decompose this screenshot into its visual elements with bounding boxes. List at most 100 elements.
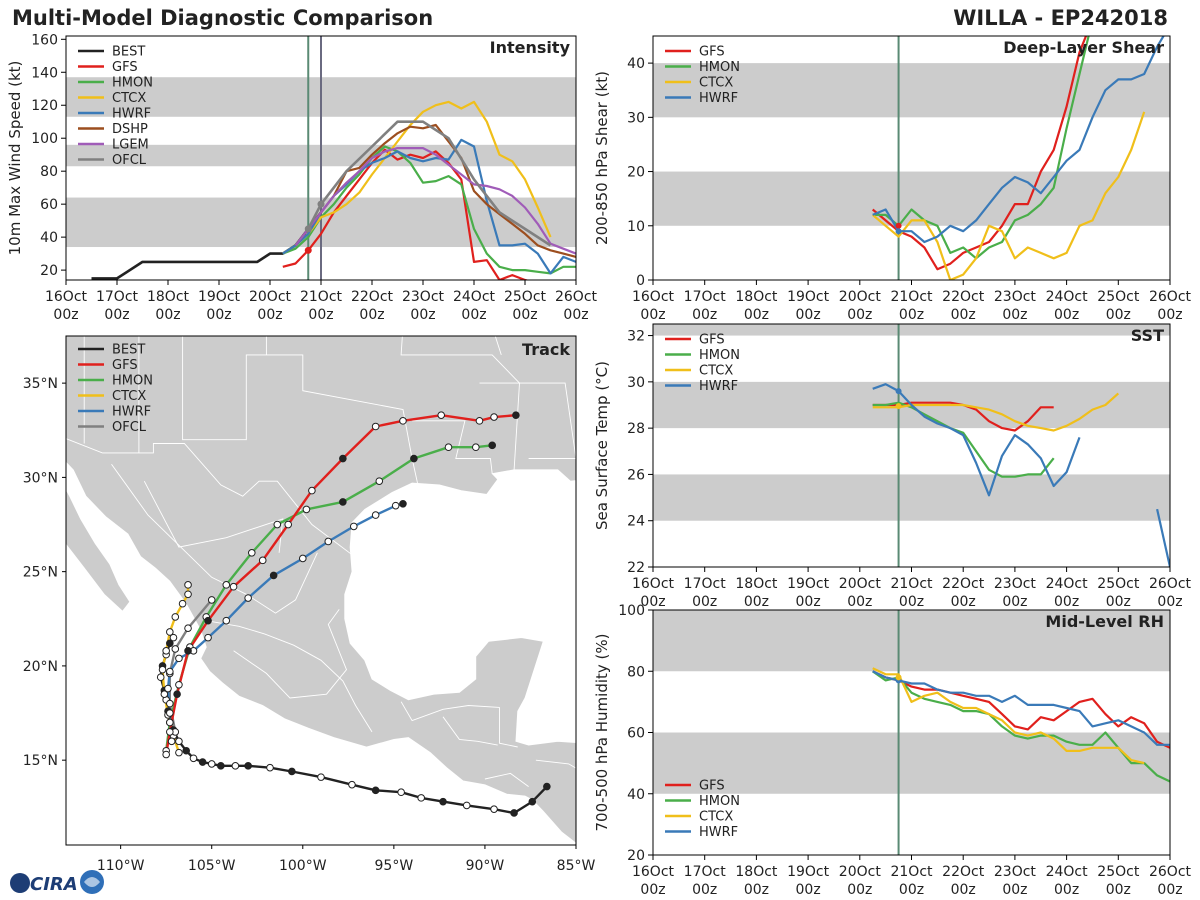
track-point-gfs (490, 413, 498, 421)
sst-xtick-hour: 00z (692, 594, 717, 610)
shear-xtick-hour: 00z (951, 307, 976, 323)
track-point-ofcl (184, 624, 192, 633)
track-point-best (371, 786, 380, 795)
intensity-ytick-label: 100 (31, 131, 58, 147)
track-point-best (169, 633, 178, 642)
intensity-series-dshp (294, 123, 576, 258)
track-point-best (198, 758, 207, 766)
shear-ytick-label: 0 (636, 273, 645, 289)
shear-xtick-hour: 00z (1054, 307, 1079, 323)
rh-xtick-hour: 00z (1106, 882, 1131, 898)
track-border (442, 716, 498, 746)
track-border (182, 336, 418, 484)
sst-xtick-day: 18Oct (735, 576, 778, 592)
track-panel: 15°N 20°N 25°N 30°N 35°N 110°W 105°W 100°W 95°W 9… (23, 335, 595, 874)
intensity-series-ctcx (282, 100, 552, 255)
track-legend-label: CTCX (112, 389, 146, 404)
sst-panel: 22 24 26 28 30 32 16Oct 00z 17Oct 00z 18Oct 00z 19Oc… (593, 323, 1192, 610)
intensity-ytick-label: 120 (31, 98, 58, 114)
intensity-gfs-point (304, 246, 312, 254)
rh-ytick-label: 40 (627, 787, 645, 803)
track-point-hwrf (164, 684, 172, 693)
shear-xtick-day: 24Oct (1046, 289, 1089, 305)
rh-series-ctcx (872, 667, 1145, 765)
sst-xtick-day: 19Oct (787, 576, 830, 592)
track-point-best (217, 762, 225, 770)
shear-xtick-day: 21Oct (890, 289, 933, 305)
track-point-best (288, 767, 296, 776)
intensity-xtick-hour: 00z (257, 307, 282, 323)
sst-xtick-hour: 00z (640, 594, 665, 610)
rh-xtick-day: 18Oct (735, 864, 778, 880)
track-border (143, 480, 284, 553)
logo-text: CIRA (30, 874, 78, 895)
track-title: Track (522, 340, 570, 359)
shear-ytick-label: 20 (627, 165, 645, 181)
intensity-xtick-day: 24Oct (453, 289, 496, 305)
shear-series-hwrf (872, 36, 1165, 244)
intensity-plot-area (66, 36, 576, 280)
shear-xtick-hour: 00z (899, 307, 924, 323)
track-frame (65, 335, 577, 846)
shear-xtick-day: 19Oct (787, 289, 830, 305)
track-point-best (175, 737, 183, 746)
track-point-hwrf (391, 501, 400, 510)
logo-swirl-mark (84, 877, 100, 887)
track-border (412, 420, 493, 474)
intensity-series-hmon (282, 145, 576, 275)
track-point-best (266, 763, 274, 772)
track-border (484, 772, 529, 787)
intensity-xtick-day: 26Oct (555, 289, 598, 305)
track-point-hwrf (399, 499, 407, 508)
sst-ytick-label: 32 (627, 329, 645, 345)
track-border (233, 609, 348, 699)
track-point-best (182, 746, 191, 755)
intensity-ofcl-point (304, 225, 312, 233)
track-point-hwrf (175, 654, 183, 663)
track-point-gfs (166, 728, 174, 736)
sst-legend-label: HMON (699, 348, 740, 363)
track-point-hwrf (269, 571, 278, 580)
intensity-xtick-day: 16Oct (45, 289, 88, 305)
intensity-xtick-day: 21Oct (300, 289, 343, 305)
track-point-hwrf (166, 667, 174, 676)
track-border (206, 620, 373, 733)
shear-xtick-day: 17Oct (684, 289, 727, 305)
intensity-ytick-label: 60 (40, 197, 58, 213)
rh-xtick-hour: 00z (899, 882, 924, 898)
sst-title: SST (1131, 326, 1164, 345)
intensity-xtick-day: 22Oct (351, 289, 394, 305)
intensity-series-lgem (294, 147, 576, 255)
track-point-hwrf (298, 554, 307, 563)
rh-ytick-label: 60 (627, 726, 645, 742)
rh-xtick-hour: 00z (692, 882, 717, 898)
rh-xtick-hour: 00z (951, 882, 976, 898)
track-point-gfs (173, 690, 181, 698)
track-xtick-label: 100°W (279, 858, 327, 874)
sst-xtick-hour: 00z (1157, 594, 1182, 610)
track-xtick-label: 110°W (97, 858, 145, 874)
intensity-xtick-hour: 00z (206, 307, 231, 323)
track-point-ctcx (160, 690, 169, 698)
track-point-best (439, 797, 447, 806)
rh-legend-label: HMON (699, 794, 740, 809)
track-point-ofcl (171, 645, 180, 653)
shear-xtick-hour: 00z (692, 307, 717, 323)
track-point-hmon (375, 477, 384, 485)
figure-title: Multi-Model Diagnostic Comparison (12, 6, 433, 30)
rh-xtick-day: 23Oct (994, 864, 1037, 880)
track-point-hmon (410, 454, 418, 463)
sst-xtick-day: 23Oct (994, 576, 1037, 592)
track-point-best (490, 805, 498, 813)
intensity-xtick-hour: 00z (410, 307, 435, 323)
shear-series-ctcx (871, 111, 1146, 280)
shear-band (653, 171, 1170, 226)
shear-legend-label: GFS (699, 45, 725, 60)
shear-title: Deep-Layer Shear (1003, 38, 1164, 57)
track-map-area (66, 336, 576, 845)
sst-ytick-label: 28 (627, 421, 645, 437)
track-point-hmon (339, 498, 347, 506)
track-point-hmon (166, 718, 174, 727)
sst-xtick-hour: 00z (1002, 594, 1027, 610)
track-series-hwrf (166, 502, 404, 742)
